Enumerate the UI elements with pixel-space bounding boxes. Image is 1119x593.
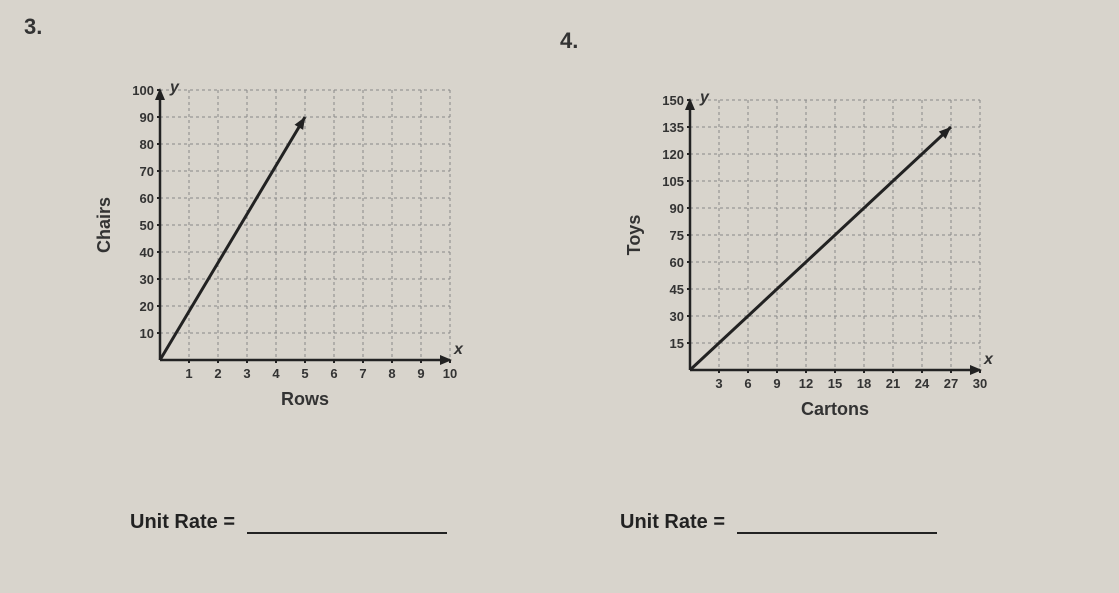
svg-text:21: 21 [886,376,900,391]
svg-text:y: y [699,89,710,106]
svg-text:7: 7 [359,366,366,381]
unit-rate-label-3: Unit Rate = [130,511,235,533]
svg-text:24: 24 [915,376,930,391]
unit-rate-label-4: Unit Rate = [620,511,725,533]
unit-rate-blank-3 [247,510,447,534]
svg-text:40: 40 [140,245,154,260]
svg-text:30: 30 [670,309,684,324]
svg-text:3: 3 [243,366,250,381]
svg-text:15: 15 [828,376,842,391]
svg-text:30: 30 [140,272,154,287]
svg-text:90: 90 [670,201,684,216]
svg-text:9: 9 [417,366,424,381]
chart-chairs-rows: y x 10 20 30 40 50 60 70 80 90 100 1 2 3 4 5 6 7 8 9 10 Rows Ch… [90,70,470,425]
svg-text:1: 1 [185,366,192,381]
svg-text:45: 45 [670,282,684,297]
svg-text:Rows: Rows [281,389,329,409]
svg-text:150: 150 [662,93,684,108]
svg-text:105: 105 [662,174,684,189]
svg-text:20: 20 [140,299,154,314]
problem-number-4: 4. [560,28,578,54]
svg-text:x: x [453,341,464,358]
svg-text:12: 12 [799,376,813,391]
svg-text:60: 60 [140,191,154,206]
svg-text:75: 75 [670,228,684,243]
svg-text:70: 70 [140,164,154,179]
svg-text:100: 100 [132,83,154,98]
svg-text:y: y [169,79,180,96]
svg-text:50: 50 [140,218,154,233]
svg-text:10: 10 [443,366,457,381]
svg-text:60: 60 [670,255,684,270]
svg-text:15: 15 [670,336,684,351]
svg-text:30: 30 [973,376,987,391]
svg-text:18: 18 [857,376,871,391]
svg-text:80: 80 [140,137,154,152]
svg-text:90: 90 [140,110,154,125]
chart-toys-cartons: y x 15 30 45 60 75 90 105 120 135 150 3 6 9 12 15 18 21 24 2… [620,80,1000,435]
svg-text:9: 9 [773,376,780,391]
svg-text:27: 27 [944,376,958,391]
svg-text:3: 3 [715,376,722,391]
svg-text:x: x [983,351,994,368]
svg-text:Cartons: Cartons [801,399,869,419]
unit-rate-4: Unit Rate = [620,510,937,534]
unit-rate-3: Unit Rate = [130,510,447,534]
svg-text:4: 4 [272,366,280,381]
svg-text:135: 135 [662,120,684,135]
svg-text:6: 6 [330,366,337,381]
unit-rate-blank-4 [737,510,937,534]
svg-text:8: 8 [388,366,395,381]
svg-text:2: 2 [214,366,221,381]
svg-text:10: 10 [140,326,154,341]
svg-text:Chairs: Chairs [94,197,114,253]
problem-number-3: 3. [24,14,42,40]
svg-text:6: 6 [744,376,751,391]
svg-text:Toys: Toys [624,215,644,256]
svg-text:5: 5 [301,366,308,381]
svg-text:120: 120 [662,147,684,162]
